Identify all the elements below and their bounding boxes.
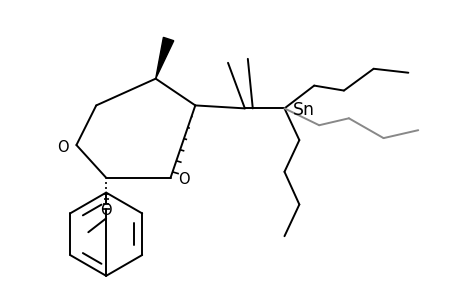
Text: O: O bbox=[100, 203, 112, 218]
Text: Sn: Sn bbox=[292, 101, 314, 119]
Text: O: O bbox=[178, 172, 190, 187]
Polygon shape bbox=[155, 38, 174, 79]
Text: O: O bbox=[56, 140, 68, 154]
